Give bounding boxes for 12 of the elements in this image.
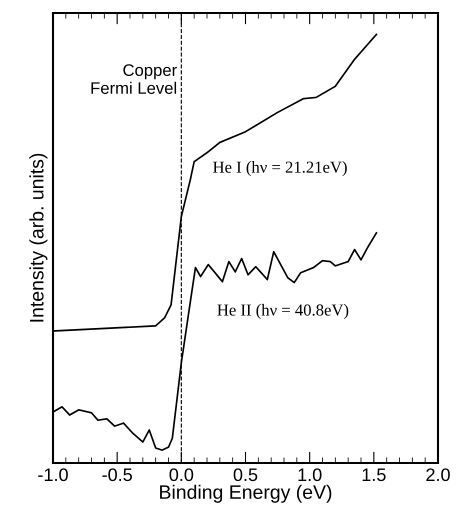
series-label: He I (hν = 21.21eV) [213,161,347,176]
x-tick-label: 0.0 [169,468,194,482]
ref-line-label: Copper Fermi Level [91,64,177,94]
x-tick-label: -0.5 [102,468,132,482]
x-tick-label: 2.0 [426,468,450,482]
x-tick-label: 1.0 [298,468,322,482]
y-axis-title: Intensity (arb. units) [29,154,48,322]
x-tick-label: -1.0 [38,468,68,482]
x-tick-label: 1.5 [362,468,386,482]
x-axis-title: Binding Energy (eV) [160,484,332,503]
x-tick-label: 0.5 [234,468,258,482]
series-label: He II (hν = 40.8eV) [217,304,348,320]
